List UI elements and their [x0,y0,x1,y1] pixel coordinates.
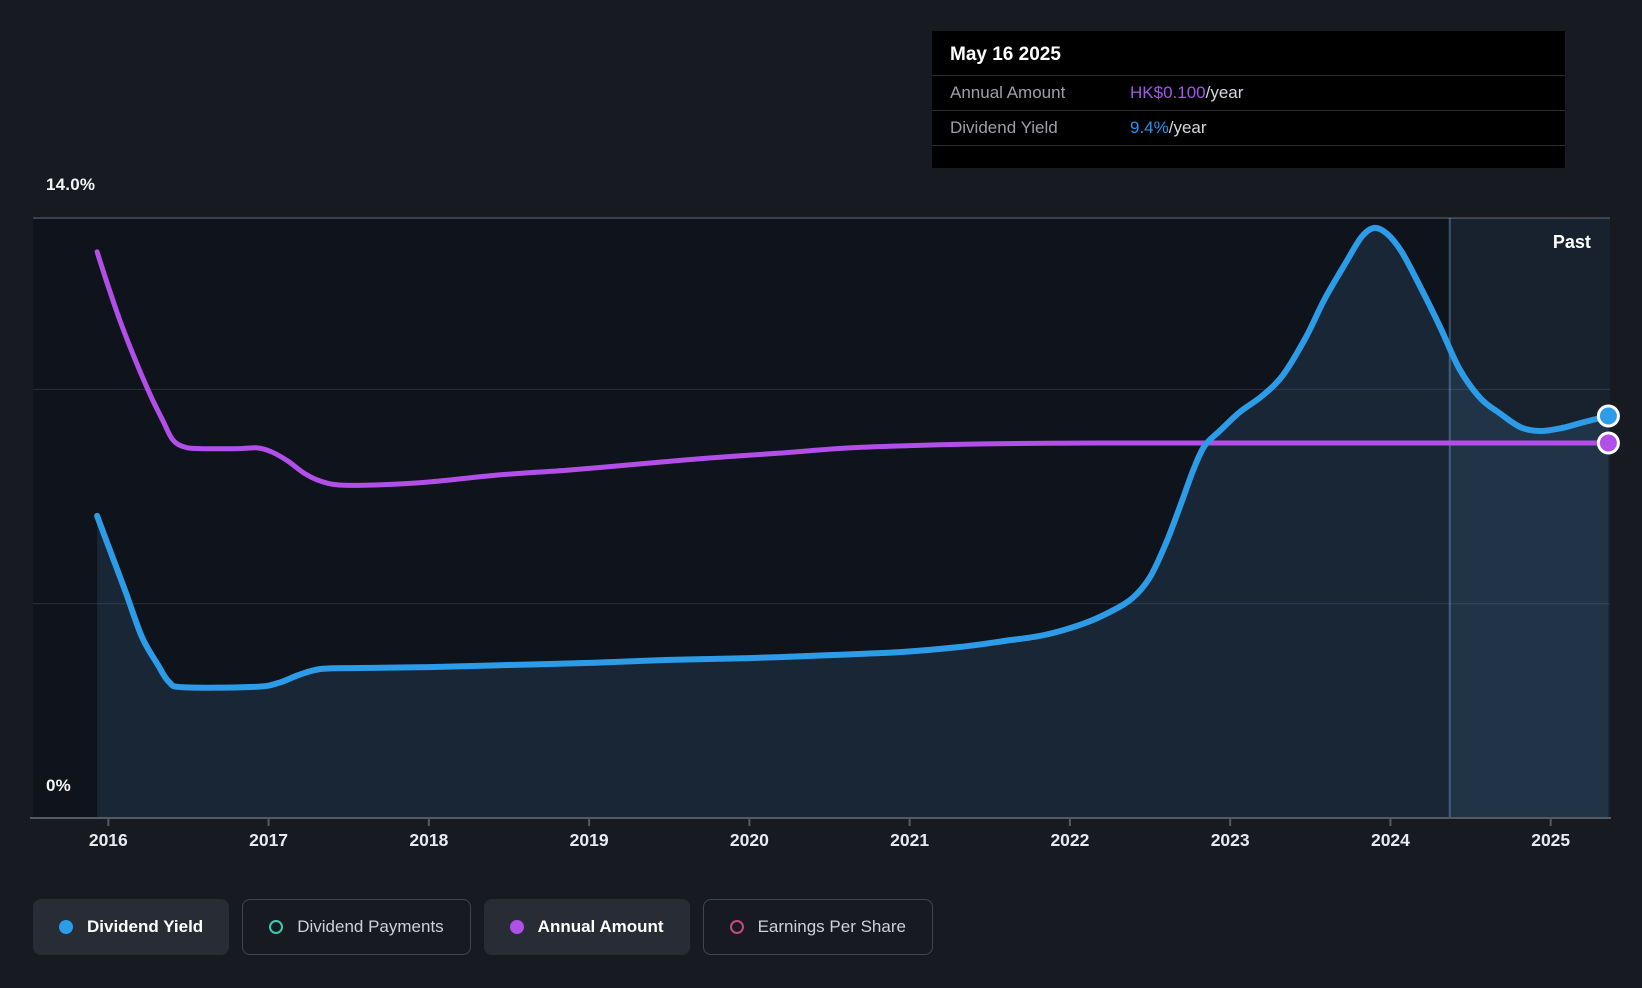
x-axis-label: 2023 [1211,830,1250,850]
x-axis-label: 2019 [570,830,609,850]
legend-item-dividend-payments[interactable]: Dividend Payments [242,899,471,955]
tooltip-row-label: Annual Amount [950,83,1066,102]
legend-item-annual-amount[interactable]: Annual Amount [483,899,690,955]
tooltip-row-suffix: /year [1205,83,1244,102]
chart-tooltip: May 16 2025 Annual Amount HK$0.100/year Di… [932,31,1565,168]
tooltip-row-suffix: /year [1168,118,1207,137]
dividend-yield-end-marker [1596,404,1620,428]
tooltip-row-value: HK$0.100 [1130,83,1206,102]
x-axis-label: 2022 [1050,830,1089,850]
dividend-yield-line [94,224,1612,691]
tooltip-row: Annual Amount HK$0.100/year [932,75,1565,110]
tooltip-row-value: 9.4% [1130,118,1169,137]
legend-item-dividend-yield[interactable]: Dividend Yield [33,899,230,955]
legend-item-label: Dividend Yield [87,917,204,936]
legend-item-label: Dividend Payments [297,917,444,936]
earnings-per-share-marker-icon [729,920,744,934]
y-axis-label-max: 14.0% [46,175,96,194]
tooltip-row: Dividend Yield 9.4%/year [932,110,1565,146]
x-axis-label: 2016 [89,830,128,850]
annual-amount-end-marker [1596,431,1620,455]
tooltip-date: May 16 2025 [950,44,1061,65]
x-axis-label: 2018 [409,830,448,850]
legend-item-label: Annual Amount [537,917,664,936]
annual-amount-line [94,249,1611,488]
dividend-yield-area [97,227,1609,818]
past-band [1449,218,1610,818]
dividend-yield-marker-icon [59,920,73,934]
tooltip-rows: Annual Amount HK$0.100/year Dividend Yield… [932,75,1565,146]
dividend-payments-marker-icon [269,920,284,934]
legend-item-earnings-per-share[interactable]: Earnings Per Share [702,899,933,955]
annual-amount-marker-icon [509,920,524,934]
plot-background [33,218,1610,818]
x-axis-label: 2020 [730,830,769,850]
x-axis-label: 2017 [249,830,288,850]
chart-legend: Dividend Yield Dividend Payments Annual Am… [33,899,933,955]
x-axis-label: 2025 [1531,830,1570,850]
y-axis-label-min: 0% [46,776,71,795]
x-axis-label: 2021 [890,830,929,850]
tooltip-row-label: Dividend Yield [950,118,1058,137]
legend-item-label: Earnings Per Share [757,917,906,936]
past-label: Past [1553,232,1591,252]
x-axis-label: 2024 [1371,830,1410,850]
